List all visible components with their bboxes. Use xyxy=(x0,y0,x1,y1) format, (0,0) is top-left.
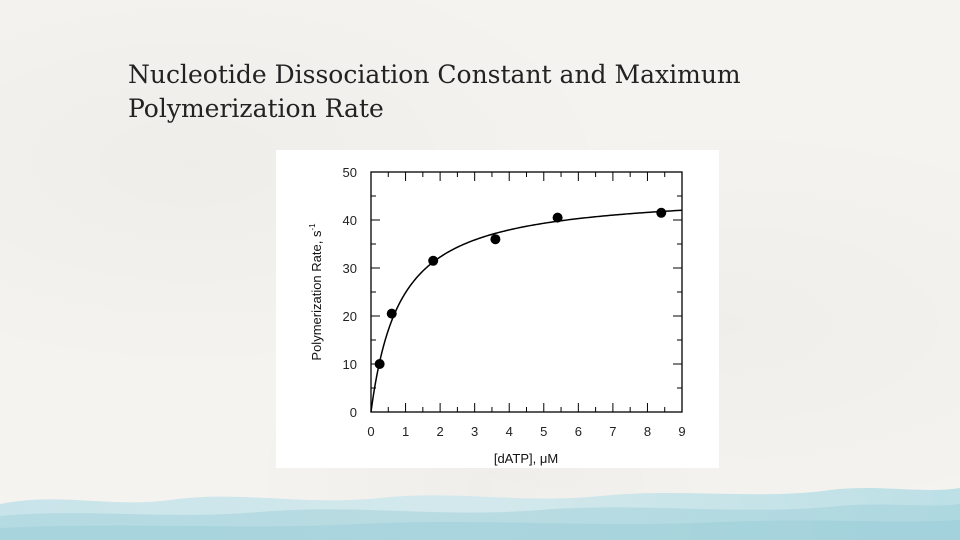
polymerization-chart: 0 1 2 3 4 5 6 7 8 9 0 10 20 30 40 50 [dATP], μM Polymer… xyxy=(308,165,686,466)
data-point xyxy=(656,207,667,218)
chart-panel: 0 1 2 3 4 5 6 7 8 9 0 10 20 30 40 50 [dATP], μM Polymer… xyxy=(276,150,719,468)
slide-title: Nucleotide Dissociation Constant and Max… xyxy=(128,58,888,126)
y-tick-label: 50 xyxy=(343,165,357,180)
y-tick-label: 20 xyxy=(343,309,357,324)
y-tick-label: 30 xyxy=(343,261,357,276)
y-axis-label-text: Polymerization Rate, s xyxy=(309,230,324,361)
y-tick-label: 0 xyxy=(350,405,357,420)
x-tick-label: 2 xyxy=(436,424,443,439)
x-tick-label: 1 xyxy=(402,424,409,439)
watercolor-border xyxy=(0,488,960,540)
x-tick-label: 6 xyxy=(575,424,582,439)
y-tick-label: 40 xyxy=(343,213,357,228)
y-tick-label: 10 xyxy=(343,357,357,372)
y-axis-label: Polymerization Rate, s-1 xyxy=(308,223,324,361)
x-tick-label: 4 xyxy=(506,424,513,439)
data-point xyxy=(386,308,397,319)
fit-curve xyxy=(370,209,683,413)
slide-title-line2: Polymerization Rate xyxy=(128,94,384,123)
y-axis-label-superscript: -1 xyxy=(308,223,317,231)
x-tick-label: 3 xyxy=(471,424,478,439)
data-point xyxy=(490,234,501,245)
data-point xyxy=(428,255,439,266)
chart-ticks xyxy=(370,171,683,413)
tick-labels: 0 1 2 3 4 5 6 7 8 9 0 10 20 30 40 50 xyxy=(343,165,686,439)
x-tick-label: 9 xyxy=(678,424,685,439)
data-point xyxy=(552,212,563,223)
slide-title-line1: Nucleotide Dissociation Constant and Max… xyxy=(128,60,741,89)
data-point xyxy=(374,359,385,369)
x-axis-label: [dATP], μM xyxy=(494,451,558,466)
x-tick-label: 5 xyxy=(540,424,547,439)
x-tick-label: 0 xyxy=(367,424,374,439)
data-points xyxy=(374,207,667,369)
plot-frame xyxy=(370,171,683,413)
x-tick-label: 8 xyxy=(644,424,651,439)
x-tick-label: 7 xyxy=(609,424,616,439)
